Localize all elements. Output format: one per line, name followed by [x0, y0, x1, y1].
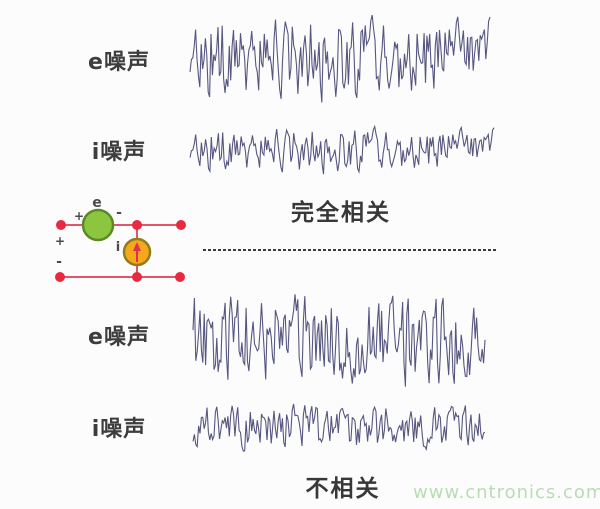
voltage-source-e-border — [81, 208, 115, 242]
label-e-noise-top: e噪声 — [88, 50, 150, 75]
circuit-minus-left: - — [56, 254, 62, 270]
current-arrow-head-icon — [133, 242, 141, 251]
waveform-line — [192, 403, 486, 452]
node-top-middle — [132, 220, 142, 230]
node-bottom-middle — [132, 272, 142, 282]
label-i-noise-bottom: i噪声 — [91, 417, 147, 442]
waveform-line — [189, 14, 491, 103]
dashed-divider-line — [203, 249, 497, 251]
node-bottom-left — [55, 272, 65, 282]
noise-source-circuit: e + - + - i — [55, 195, 186, 282]
watermark-text: www.cntronics.com — [413, 482, 600, 503]
current-source-i-border — [122, 237, 152, 267]
waveform-i-noise-uncorrelated — [192, 403, 486, 452]
label-e-noise-bottom: e噪声 — [88, 325, 150, 350]
waveform-e-noise-correlated — [189, 14, 491, 103]
label-i-noise-top: i噪声 — [91, 140, 147, 165]
circuit-plus-top: + — [74, 209, 84, 223]
circuit-minus-top: - — [116, 205, 122, 221]
waveform-line — [192, 294, 486, 387]
waveform-i-noise-correlated — [189, 124, 495, 175]
node-top-left — [56, 220, 66, 230]
circuit-plus-left: + — [55, 234, 65, 248]
circuit-label-i: i — [116, 240, 120, 255]
node-top-right — [176, 220, 186, 230]
node-bottom-right — [175, 272, 185, 282]
voltage-source-e — [83, 210, 113, 240]
waveform-e-noise-uncorrelated — [192, 294, 486, 387]
caption-fully-correlated: 完全相关 — [291, 200, 391, 226]
circuit-label-e: e — [92, 195, 102, 211]
waveform-line — [189, 124, 495, 175]
caption-uncorrelated: 不相关 — [305, 476, 381, 502]
